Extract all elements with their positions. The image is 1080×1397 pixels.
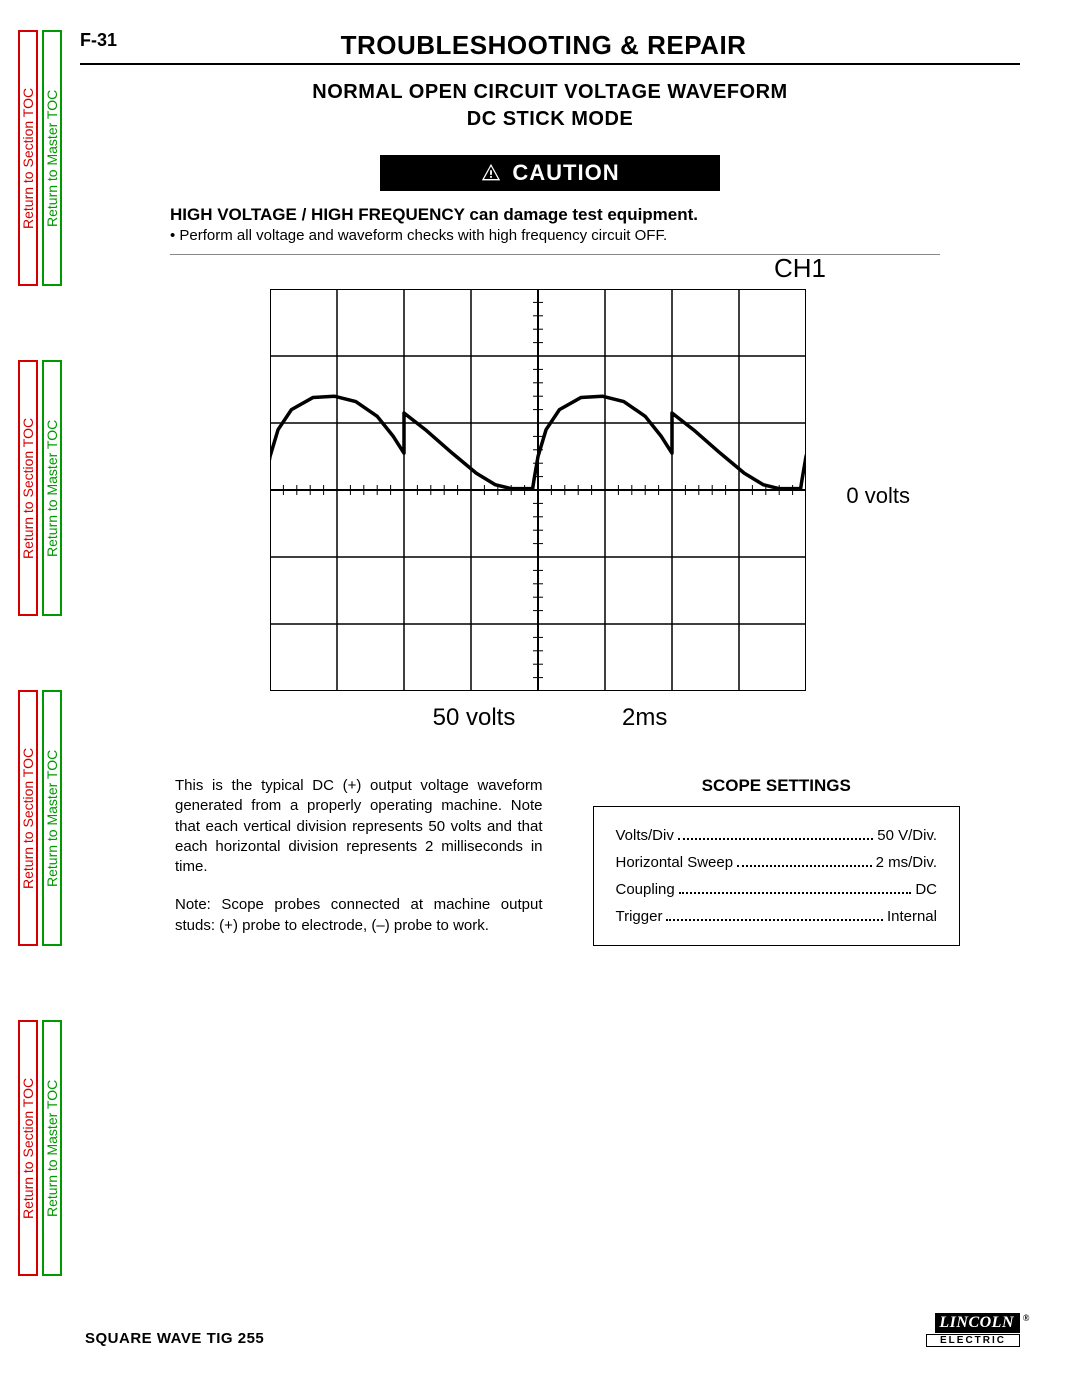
page-content: F-31 TROUBLESHOOTING & REPAIR NORMAL OPE… [80,30,1020,954]
return-master-toc-link[interactable]: Return to Master TOC [42,690,62,946]
warning-body: • Perform all voltage and waveform check… [170,227,940,244]
scope-setting-row: Coupling DC [616,881,938,898]
return-master-toc-link[interactable]: Return to Master TOC [42,1020,62,1276]
warning-heading: HIGH VOLTAGE / HIGH FREQUENCY can damage… [170,205,940,225]
registered-icon: ® [1023,1313,1030,1323]
return-section-toc-link[interactable]: Return to Section TOC [18,30,38,286]
zero-volts-label: 0 volts [846,483,910,509]
return-master-toc-link[interactable]: Return to Master TOC [42,360,62,616]
axis-labels: 50 volts 2ms [270,704,830,732]
caution-banner: CAUTION [380,155,720,191]
warning-icon [480,162,502,184]
scope-settings-column: SCOPE SETTINGS Volts/Div 50 V/Div. Horizon… [593,776,961,954]
description-column: This is the typical DC (+) output voltag… [175,776,543,954]
logo-bottom-text: ELECTRIC [926,1334,1020,1347]
setting-label: Trigger [616,908,663,925]
description-p2: Note: Scope probes connected at machine … [175,895,543,936]
scope-settings-title: SCOPE SETTINGS [593,776,961,796]
scope-setting-row: Horizontal Sweep 2 ms/Div. [616,854,938,871]
description-p1: This is the typical DC (+) output voltag… [175,776,543,877]
oscilloscope-figure: CH1 0 volts 50 volts 2ms [270,289,830,732]
return-section-toc-link[interactable]: Return to Section TOC [18,360,38,616]
page-subtitle: NORMAL OPEN CIRCUIT VOLTAGE WAVEFORM DC … [80,79,1020,133]
return-master-toc-link[interactable]: Return to Master TOC [42,30,62,286]
footer-model: SQUARE WAVE TIG 255 [85,1330,264,1347]
title-rule [80,63,1020,65]
setting-value: 50 V/Div. [877,827,937,844]
setting-label: Coupling [616,881,675,898]
setting-value: 2 ms/Div. [876,854,937,871]
channel-label: CH1 [774,253,826,284]
setting-label: Volts/Div [616,827,674,844]
x-axis-label: 2ms [622,704,667,732]
page-title: TROUBLESHOOTING & REPAIR [67,30,1020,61]
scope-settings-box: Volts/Div 50 V/Div. Horizontal Sweep 2 ms/D… [593,806,961,946]
return-section-toc-link[interactable]: Return to Section TOC [18,1020,38,1276]
return-section-toc-link[interactable]: Return to Section TOC [18,690,38,946]
logo-top-text: LINCOLN [939,1314,1014,1331]
setting-value: DC [915,881,937,898]
warning-block: HIGH VOLTAGE / HIGH FREQUENCY can damage… [170,205,940,244]
scope-setting-row: Trigger Internal [616,908,938,925]
setting-value: Internal [887,908,937,925]
brand-logo: LINCOLN ® ELECTRIC [926,1313,1020,1347]
y-axis-label: 50 volts [433,704,516,732]
oscilloscope-svg [270,289,806,691]
scope-setting-row: Volts/Div 50 V/Div. [616,827,938,844]
caution-label: CAUTION [512,160,619,186]
setting-label: Horizontal Sweep [616,854,734,871]
page-footer: SQUARE WAVE TIG 255 LINCOLN ® ELECTRIC [85,1313,1020,1347]
